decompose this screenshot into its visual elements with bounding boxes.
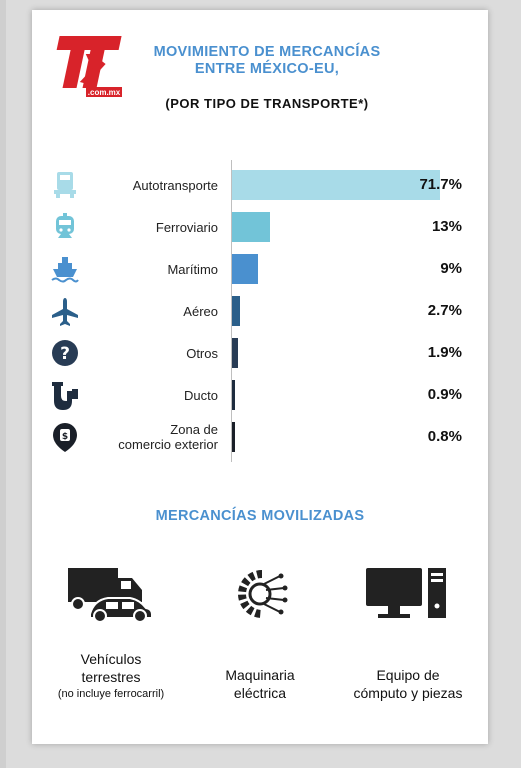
- tyt-logo: .com.mx: [56, 36, 122, 97]
- infographic-card: .com.mx MOVIMIENTO DE MERCANCÍAS ENTRE M…: [32, 10, 488, 744]
- bar-label-line: Marítimo: [167, 261, 218, 277]
- pipe-icon: [52, 382, 78, 410]
- bar-maritimo: [232, 254, 259, 284]
- item-vehiculos-line1: Vehículos: [80, 651, 142, 667]
- bar-zona-de-comercio-exterior: [232, 422, 235, 452]
- item-maquinaria-line1: Maquinaria: [225, 667, 295, 683]
- background-edge: [0, 0, 6, 768]
- item-maquinaria: Maquinaria eléctrica: [200, 666, 320, 702]
- bar-label-zona-de-comercio-exterior: Zona de comercio exterior: [58, 422, 218, 452]
- bar-label-line: Aéreo: [183, 303, 218, 319]
- gear-circuit-icon: [238, 570, 288, 618]
- bar-value-ferroviario: 13%: [431, 218, 462, 235]
- bar-otros: [232, 338, 238, 368]
- item-vehiculos-line2: terrestres: [81, 669, 141, 685]
- item-maquinaria-line2: eléctrica: [233, 685, 287, 701]
- bar-label-line: Otros: [186, 345, 218, 361]
- bar-label-ferroviario: Ferroviario: [58, 220, 218, 235]
- question-icon: ?: [52, 340, 78, 366]
- bar-label-line: Zona de: [170, 422, 218, 437]
- item-vehiculos: Vehículos terrestres: [46, 650, 176, 686]
- bar-value-zona-de-comercio-exterior: 0.8%: [427, 428, 462, 445]
- bar-label-aereo: Aéreo: [58, 304, 218, 319]
- page-subtitle: (POR TIPO DE TRANSPORTE*): [165, 96, 369, 111]
- svg-text:?: ?: [60, 344, 70, 364]
- bar-label-line: Ducto: [184, 387, 218, 403]
- svg-text:$: $: [62, 432, 68, 442]
- bar-label-maritimo: Marítimo: [58, 262, 218, 277]
- item-vehiculos-note: (no incluye ferrocarril): [57, 688, 165, 700]
- bar-value-maritimo: 9%: [440, 260, 462, 277]
- bar-label-line: Ferroviario: [155, 219, 218, 235]
- bar-value-otros: 1.9%: [427, 344, 462, 361]
- bar-label-autotransporte: Autotransporte: [58, 178, 218, 193]
- bar-value-autotransporte: 71.7%: [419, 176, 462, 193]
- bar-value-aereo: 2.7%: [427, 302, 462, 319]
- bar-autotransporte: [232, 170, 440, 200]
- item-computo: Equipo de cómputo y piezas: [338, 666, 478, 702]
- item-computo-line2: cómputo y piezas: [353, 685, 463, 701]
- truck-icon: [54, 172, 76, 198]
- bar-ferroviario: [232, 212, 270, 242]
- section-title-mercancias: MERCANCÍAS MOVILIZADAS: [155, 508, 365, 524]
- item-computo-line1: Equipo de: [376, 667, 440, 683]
- bar-label-line: comercio exterior: [118, 437, 218, 452]
- bar-aereo: [232, 296, 240, 326]
- train-icon: [56, 213, 74, 238]
- bar-value-ducto: 0.9%: [427, 386, 462, 403]
- ship-icon: [51, 257, 79, 283]
- bar-ducto: [232, 380, 235, 410]
- airplane-icon: [52, 298, 78, 326]
- title-line-2: ENTRE MÉXICO-EU,: [194, 61, 340, 77]
- computer-icon: [366, 568, 446, 618]
- logo-sub-text: .com.mx: [88, 88, 121, 97]
- page-title: MOVIMIENTO DE MERCANCÍAS ENTRE MÉXICO-EU…: [142, 44, 392, 78]
- bar-label-ducto: Ducto: [58, 388, 218, 403]
- bar-label-line: Autotransporte: [132, 177, 218, 193]
- money-location-icon: $: [53, 423, 77, 452]
- chart-axis-line: [231, 160, 232, 462]
- bar-label-otros: Otros: [58, 346, 218, 361]
- vehicles-icon: [68, 568, 153, 622]
- title-line-1: MOVIMIENTO DE MERCANCÍAS: [153, 44, 381, 60]
